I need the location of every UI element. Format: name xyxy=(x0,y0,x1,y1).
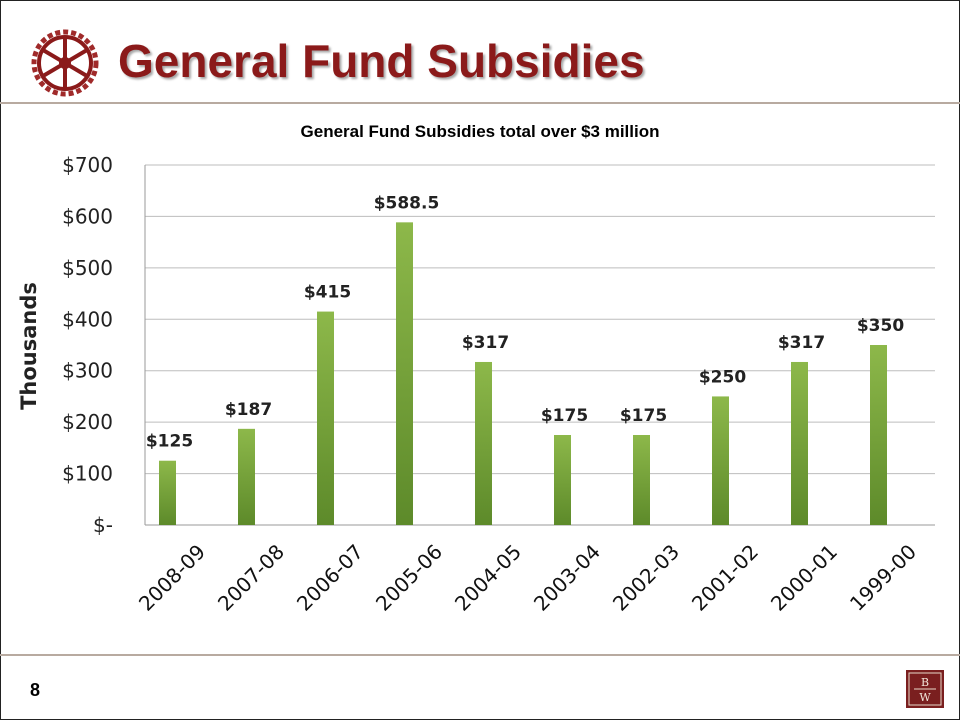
x-tick-label: 2004-05 xyxy=(450,540,526,616)
footer-divider xyxy=(0,654,960,656)
gear-wheel-icon xyxy=(31,29,99,97)
bar xyxy=(791,361,808,525)
data-label: $175 xyxy=(541,406,588,426)
x-tick-label: 2000-01 xyxy=(766,540,842,616)
y-tick-label: $700 xyxy=(62,153,113,177)
page-number: 8 xyxy=(30,680,41,700)
page-title: General Fund Subsidies xyxy=(118,35,645,87)
x-tick-label: 2006-07 xyxy=(292,540,368,616)
header-divider xyxy=(0,102,960,104)
data-label: $175 xyxy=(620,406,667,426)
bw-logo: B W xyxy=(906,670,944,708)
y-tick-label: $500 xyxy=(62,256,113,280)
bar xyxy=(317,311,334,525)
data-label: $125 xyxy=(146,432,193,452)
y-tick-label: $- xyxy=(93,513,113,537)
bar xyxy=(396,222,413,526)
y-axis-title: Thousands xyxy=(17,282,41,410)
x-tick-label: 2002-03 xyxy=(608,540,684,616)
x-tick-label: 2008-09 xyxy=(134,540,210,616)
bar xyxy=(712,396,729,525)
data-label: $187 xyxy=(225,400,272,420)
data-label: $250 xyxy=(699,367,746,387)
data-label: $317 xyxy=(462,333,509,353)
data-label: $350 xyxy=(857,316,904,336)
bar xyxy=(633,435,650,525)
bar xyxy=(238,428,255,525)
bar xyxy=(554,435,571,525)
data-label: $317 xyxy=(778,333,825,353)
y-tick-label: $400 xyxy=(62,307,113,331)
data-label: $415 xyxy=(304,283,351,303)
bar xyxy=(475,361,492,525)
bar xyxy=(159,460,176,525)
y-tick-label: $200 xyxy=(62,410,113,434)
x-tick-label: 2003-04 xyxy=(529,540,605,616)
svg-text:W: W xyxy=(919,691,931,704)
x-tick-label: 2007-08 xyxy=(213,540,289,616)
y-tick-label: $300 xyxy=(62,359,113,383)
x-tick-label: 2001-02 xyxy=(687,540,763,616)
x-tick-label: 1999-00 xyxy=(845,540,921,616)
y-tick-label: $100 xyxy=(62,462,113,486)
y-tick-label: $600 xyxy=(62,204,113,228)
chart-title: General Fund Subsidies total over $3 mil… xyxy=(300,122,660,141)
x-tick-label: 2005-06 xyxy=(371,540,447,616)
bar xyxy=(870,345,887,525)
svg-text:B: B xyxy=(921,676,929,689)
data-label: $588.5 xyxy=(374,193,440,213)
